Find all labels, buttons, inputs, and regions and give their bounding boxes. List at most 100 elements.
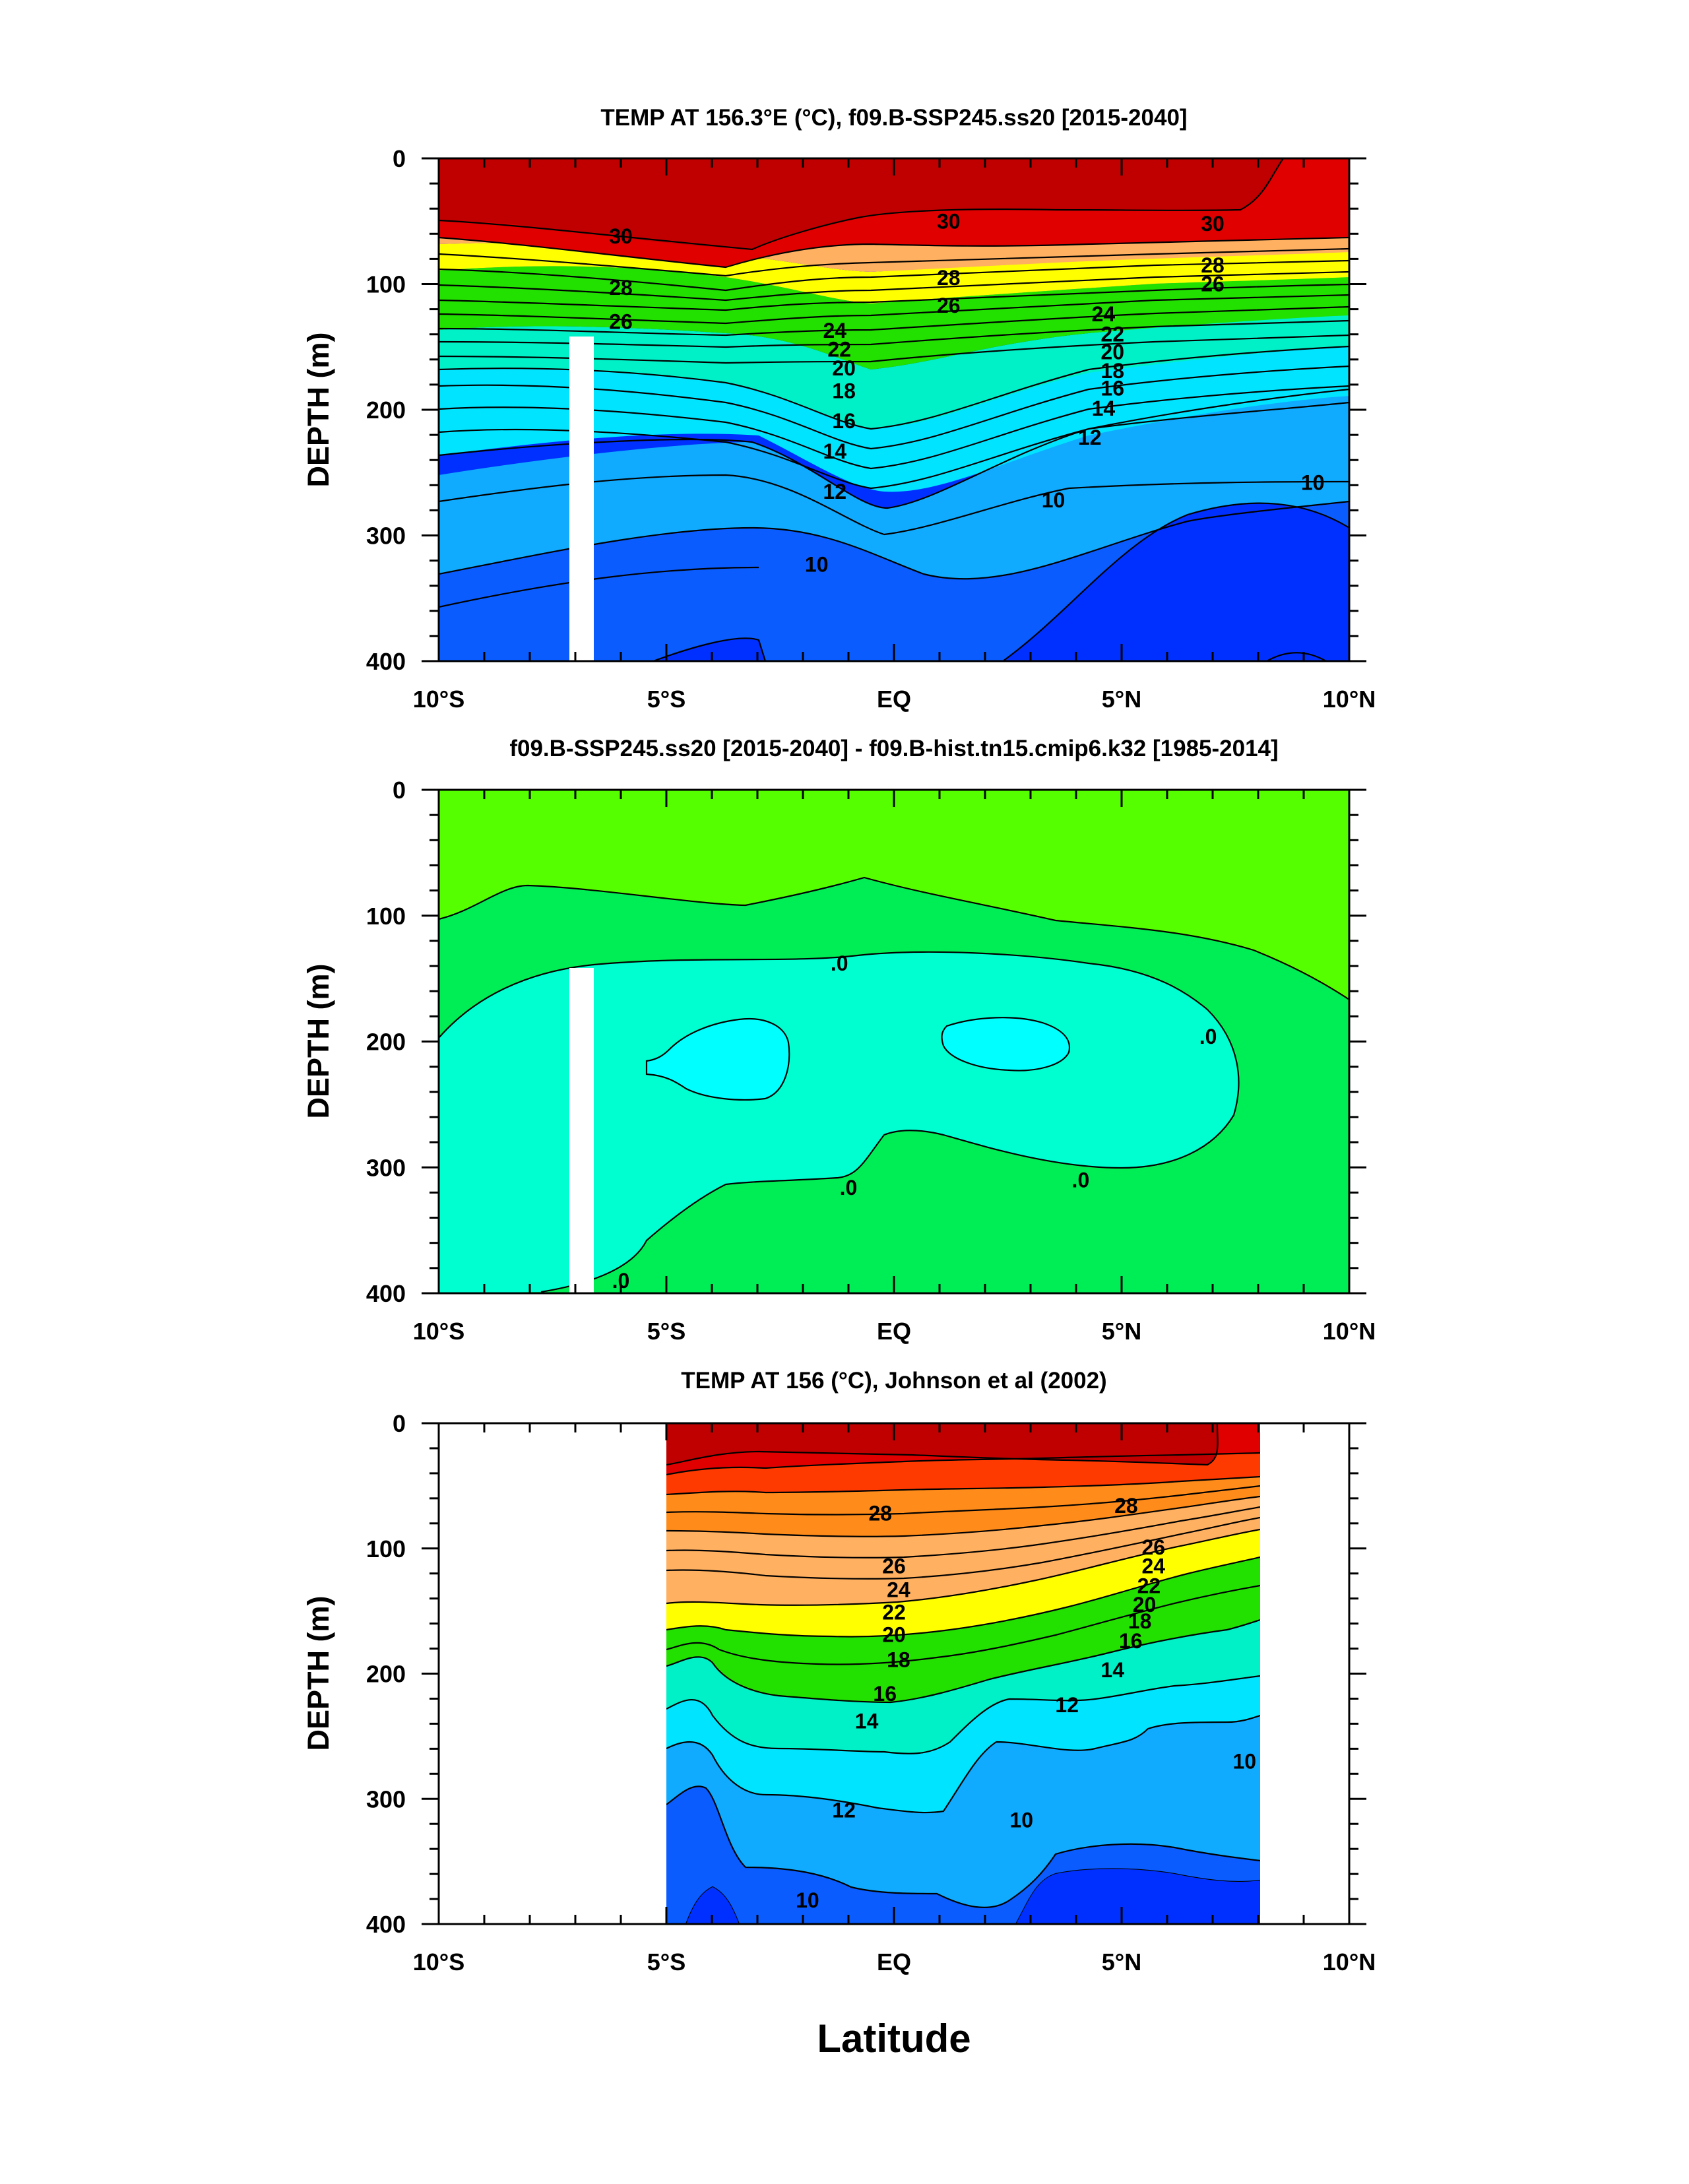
y-tick-label: 100 xyxy=(366,271,406,298)
contour-label: .0 xyxy=(831,951,848,975)
y-tick-label: 300 xyxy=(366,523,406,550)
contour-label: .0 xyxy=(840,1176,858,1200)
x-tick-label: EQ xyxy=(877,1318,911,1345)
contour-label: 12 xyxy=(1078,426,1102,449)
x-tick-label: EQ xyxy=(877,1948,911,1975)
contour-label: 18 xyxy=(1100,359,1124,383)
contour-label: 10 xyxy=(796,1888,819,1912)
contour-label: .0 xyxy=(1072,1168,1090,1192)
contour-label: 28 xyxy=(1201,253,1225,277)
contour-label: 16 xyxy=(1119,1629,1143,1653)
band-red-orange xyxy=(666,1453,1260,1494)
band-blue-2 xyxy=(439,389,1349,579)
panel-1-title: TEMP AT 156.3°E (°C), f09.B-SSP245.ss20 … xyxy=(600,105,1187,131)
y-tick-label: 100 xyxy=(366,1535,406,1562)
y-tick-label: 200 xyxy=(366,397,406,424)
y-tick-label: 400 xyxy=(366,648,406,675)
panel-2-plot xyxy=(439,790,1349,1293)
x-tick-label: 10°N xyxy=(1323,686,1376,713)
panel-3-contour-lines xyxy=(666,1423,1260,1924)
panel-2-title: f09.B-SSP245.ss20 [2015-2040] - f09.B-hi… xyxy=(509,736,1278,761)
panel-3-ylabel: DEPTH (m) xyxy=(302,1596,335,1751)
y-tick-label: 300 xyxy=(366,1154,406,1181)
y-tick-label: 0 xyxy=(393,777,406,804)
y-tick-label: 100 xyxy=(366,903,406,930)
contour-label: 26 xyxy=(609,310,633,334)
x-tick-label: 10°S xyxy=(413,1318,464,1345)
panel-3-contour-labels: 28 28262422201816141210262422201816141210… xyxy=(796,1494,1256,1912)
contour-label: 12 xyxy=(832,1798,856,1822)
contour-label: 14 xyxy=(1100,1658,1124,1682)
contour-label: 20 xyxy=(1100,340,1124,364)
contour-label: 10 xyxy=(1009,1809,1033,1832)
panel-2-ticks: 10°S 5°S EQ 5°N 10°N 0 100 200 300 400 xyxy=(366,777,1376,1345)
panel-1-contour-lines xyxy=(439,158,1349,661)
band-light-blue xyxy=(666,1716,1260,1908)
contour-label: 10 xyxy=(1042,488,1066,512)
x-tick-label: EQ xyxy=(877,686,911,713)
contour-label: 30 xyxy=(1201,212,1225,236)
contour-label: 24 xyxy=(1142,1554,1166,1578)
contour-label: 20 xyxy=(882,1623,906,1647)
panel-1-ticks: 10°S 5°S EQ 5°N 10°N 0 100 200 300 400 xyxy=(366,145,1376,713)
band-aqua xyxy=(666,1620,1260,1754)
band-cyan xyxy=(666,1676,1260,1813)
panel-1-ylabel: DEPTH (m) xyxy=(302,333,335,488)
contour-label: 28 xyxy=(609,276,633,300)
contour-label: 30 xyxy=(609,224,633,248)
band-cyan-right xyxy=(941,1017,1069,1071)
contour-label: 10 xyxy=(805,552,829,576)
contour-label: 28 xyxy=(1114,1494,1138,1518)
contour-label: 16 xyxy=(873,1682,897,1706)
x-tick-label: 10°S xyxy=(413,1948,464,1975)
band-deep-blue-right xyxy=(1016,1869,1260,1924)
band-deepest xyxy=(1003,503,1349,661)
contour-label: 22 xyxy=(827,338,851,362)
y-tick-label: 0 xyxy=(393,145,406,172)
contour-label: 16 xyxy=(1100,377,1124,401)
contour-label: 26 xyxy=(1142,1535,1166,1559)
panel-3: TEMP AT 156 (°C), Johnson et al (2002) xyxy=(302,1368,1376,1975)
band-dark-red xyxy=(439,158,1283,249)
band-dark-red xyxy=(666,1423,1218,1465)
contour-label: 10 xyxy=(1233,1749,1257,1773)
contour-label: 24 xyxy=(1092,302,1116,326)
panel-3-ticks: 10°S 5°S EQ 5°N 10°N 0 100 200 300 400 xyxy=(366,1410,1376,1975)
contour-label: 24 xyxy=(887,1578,910,1601)
panel-1-plot xyxy=(439,158,1349,661)
band-aqua xyxy=(439,313,1349,429)
x-tick-label: 5°N xyxy=(1102,686,1141,713)
contour-label: 18 xyxy=(1128,1609,1152,1633)
contour-label: 28 xyxy=(937,266,961,290)
contour-label: .0 xyxy=(1199,1025,1217,1048)
panel-2: f09.B-SSP245.ss20 [2015-2040] - f09.B-hi… xyxy=(302,736,1376,1345)
contour-label: 26 xyxy=(937,294,961,317)
y-tick-label: 0 xyxy=(393,1410,406,1437)
x-axis-label: Latitude xyxy=(817,2016,971,2061)
x-tick-label: 5°S xyxy=(647,686,685,713)
contour-label: 14 xyxy=(1092,397,1116,420)
x-tick-label: 5°N xyxy=(1102,1318,1141,1345)
contour-label: 18 xyxy=(887,1648,910,1672)
contour-label: 26 xyxy=(1201,273,1225,296)
panel-3-title: TEMP AT 156 (°C), Johnson et al (2002) xyxy=(681,1368,1106,1394)
contour-label: 20 xyxy=(832,356,856,380)
contour-label: 10 xyxy=(1301,470,1325,494)
y-tick-label: 200 xyxy=(366,1661,406,1688)
contour-label: 22 xyxy=(1137,1574,1161,1598)
band-deepest-left xyxy=(653,638,765,661)
x-tick-label: 5°S xyxy=(647,1318,685,1345)
contour-label: 18 xyxy=(832,379,856,402)
contour-label: 30 xyxy=(937,209,961,233)
contour-label: 28 xyxy=(869,1502,893,1526)
x-tick-label: 10°S xyxy=(413,686,464,713)
contour-label: 24 xyxy=(823,319,847,342)
panel-2-missing-data-column xyxy=(569,968,594,1293)
panel-1-missing-data-column xyxy=(569,337,594,661)
y-tick-label: 300 xyxy=(366,1785,406,1813)
contour-label: 14 xyxy=(855,1710,879,1733)
y-tick-label: 400 xyxy=(366,1911,406,1938)
band-green xyxy=(666,1557,1260,1702)
contour-label: 12 xyxy=(823,480,847,503)
